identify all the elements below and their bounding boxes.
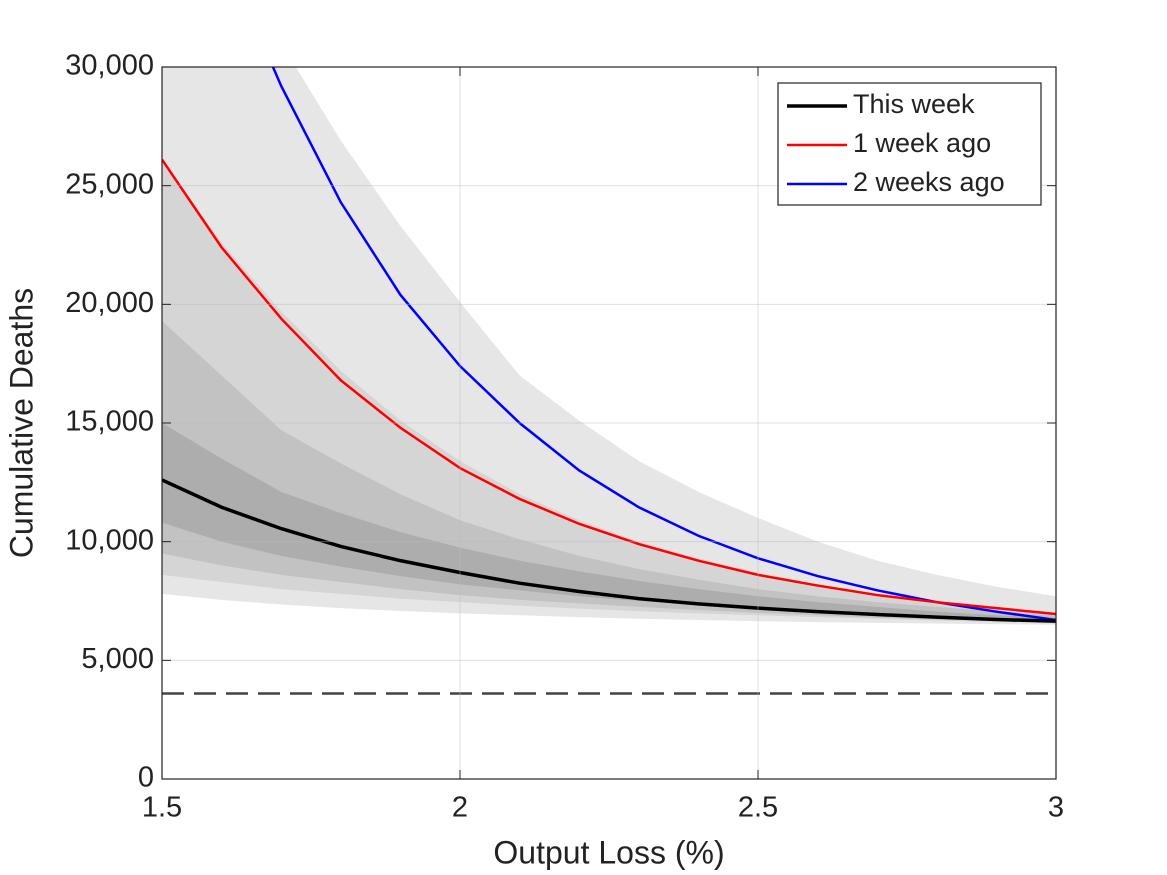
series-line [162,158,1056,616]
uncertainty-band [162,423,1056,621]
x-axis-label: Output Loss (%) [493,834,724,870]
y-tick-label: 5,000 [81,643,154,675]
legend-label: 2 weeks ago [853,167,1005,197]
x-tick-label: 2.5 [738,792,778,824]
y-axis-label: Cumulative Deaths [3,288,39,558]
y-tick-label: 25,000 [65,168,154,200]
y-tick-label: 30,000 [65,50,154,82]
plot-area [162,67,1056,695]
x-tick-label: 1.5 [142,792,182,824]
legend-label: 1 week ago [853,128,991,158]
x-tick-label: 3 [1048,792,1064,824]
y-tick-label: 10,000 [65,524,154,556]
y-tick-label: 0 [138,762,154,794]
series-line [162,478,1056,623]
plot-frame [161,66,1057,780]
x-tick-label: 2 [452,792,468,824]
legend-label: This week [853,89,975,119]
y-tick-label: 20,000 [65,287,154,319]
series-line [271,67,1056,622]
y-tick-label: 15,000 [65,406,154,438]
